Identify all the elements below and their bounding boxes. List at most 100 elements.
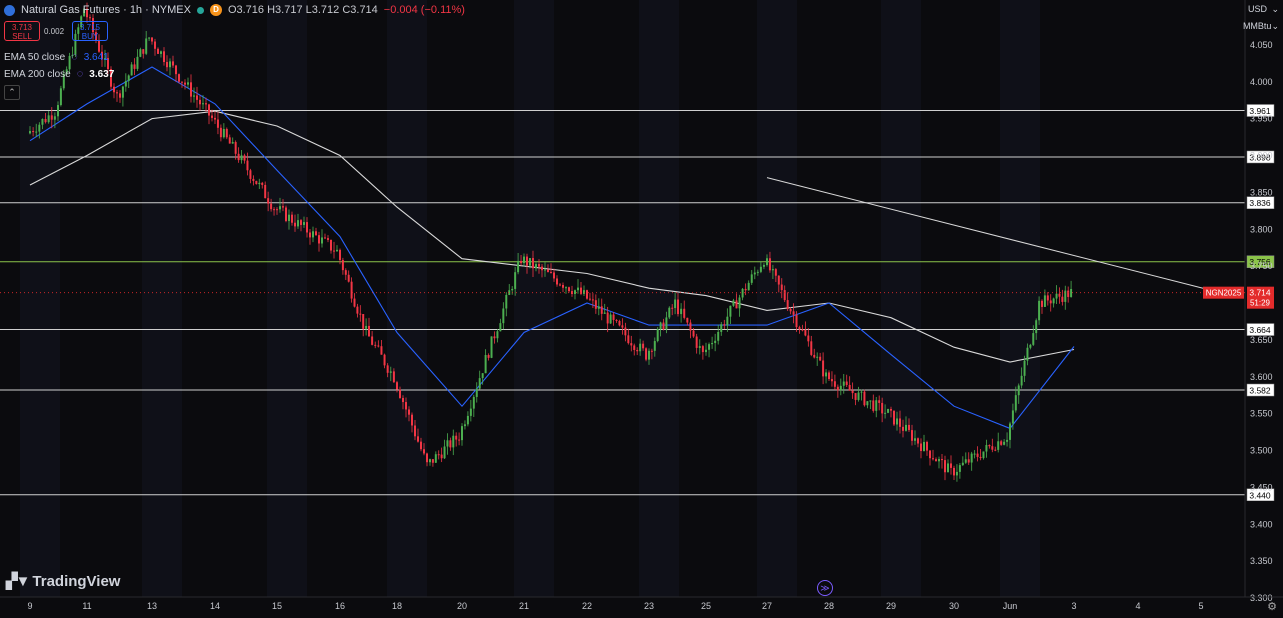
candle-body bbox=[1046, 295, 1049, 301]
candle-body bbox=[845, 381, 848, 385]
candle-body bbox=[452, 435, 455, 448]
candle-body bbox=[813, 354, 816, 358]
candle-body bbox=[568, 287, 570, 292]
candle-body bbox=[648, 350, 650, 360]
candle-body bbox=[74, 33, 77, 55]
candle-body bbox=[481, 373, 484, 379]
session-band bbox=[267, 0, 307, 597]
collapse-legend-icon[interactable]: ⌃ bbox=[4, 85, 20, 100]
candle-body bbox=[621, 325, 624, 328]
candle-body bbox=[116, 92, 118, 94]
candle-body bbox=[586, 290, 588, 299]
candle-body bbox=[344, 270, 347, 275]
level-label-box bbox=[1246, 150, 1275, 164]
candle-body bbox=[738, 297, 741, 309]
last-price-box bbox=[1247, 286, 1274, 309]
ema200-legend[interactable]: EMA 200 close ◌ 3.637 bbox=[4, 68, 114, 80]
chevron-down-icon[interactable]: ⌄ bbox=[1271, 4, 1279, 14]
time-tick-label: 5 bbox=[1198, 601, 1203, 611]
candle-body bbox=[810, 341, 813, 355]
candle-body bbox=[689, 322, 692, 331]
session-band bbox=[20, 0, 60, 597]
candle-body bbox=[420, 441, 422, 450]
sell-button[interactable]: 3.713 SELL bbox=[4, 21, 40, 41]
candle-body bbox=[899, 418, 901, 427]
candle-body bbox=[677, 299, 679, 315]
candle-body bbox=[312, 231, 314, 238]
candle-body bbox=[505, 294, 508, 309]
candle-body bbox=[559, 284, 561, 286]
trendline-path bbox=[766, 177, 1204, 289]
candle-body bbox=[958, 465, 961, 472]
candle-body bbox=[211, 115, 213, 118]
unit-selector[interactable]: MMBtu⌄ bbox=[1242, 21, 1279, 31]
candle-body bbox=[950, 463, 952, 468]
candle-body bbox=[35, 131, 38, 133]
candle-body bbox=[701, 346, 704, 353]
candle-body bbox=[633, 345, 636, 350]
time-tick-label: 16 bbox=[335, 601, 345, 611]
candle-body bbox=[255, 180, 258, 185]
trendline[interactable] bbox=[766, 177, 1204, 289]
candle-body bbox=[273, 209, 276, 211]
candle-body bbox=[508, 290, 511, 295]
candle-body bbox=[887, 408, 890, 413]
candle-body bbox=[630, 343, 633, 346]
candle-body bbox=[434, 454, 437, 463]
candle-body bbox=[139, 49, 142, 57]
candle-body bbox=[157, 48, 159, 54]
candle-body bbox=[65, 69, 68, 74]
replay-icon[interactable]: ≫ bbox=[817, 580, 833, 596]
candle-body bbox=[911, 430, 913, 441]
candle-body bbox=[77, 27, 80, 34]
candle-body bbox=[979, 456, 982, 459]
time-tick-label: 29 bbox=[886, 601, 896, 611]
candle-body bbox=[405, 402, 407, 410]
session-shading bbox=[20, 0, 1040, 597]
buy-button[interactable]: 3.715 BUY bbox=[72, 21, 108, 41]
candle-body bbox=[881, 402, 884, 414]
price-tick-label: 4.000 bbox=[1250, 77, 1273, 87]
horizontal-levels[interactable]: 3.961 3.898 3.836 3.756 3.664 3.582 3.440 bbox=[0, 104, 1275, 501]
chart-legend: Natural Gas Futures · 1h · NYMEX D O3.71… bbox=[4, 2, 465, 18]
ema50-path bbox=[29, 66, 1075, 430]
level-label: 3.961 bbox=[1249, 106, 1271, 116]
ema50-loading-icon: ◌ bbox=[71, 51, 78, 63]
price-tick-label: 3.500 bbox=[1250, 446, 1273, 456]
candle-body bbox=[214, 117, 216, 120]
candle-body bbox=[854, 393, 857, 400]
ema50-legend[interactable]: EMA 50 close ◌ 3.641 bbox=[4, 51, 109, 63]
candle-body bbox=[662, 322, 665, 330]
symbol-title[interactable]: Natural Gas Futures · 1h · NYMEX bbox=[21, 4, 191, 16]
candle-body bbox=[708, 344, 711, 350]
candle-body bbox=[148, 37, 151, 39]
candle-body bbox=[1000, 441, 1003, 445]
level-label: 3.582 bbox=[1249, 386, 1271, 396]
settings-icon[interactable]: ⚙ bbox=[1267, 601, 1277, 613]
ema200-value: 3.637 bbox=[89, 68, 115, 80]
candle-body bbox=[526, 256, 528, 266]
candle-body bbox=[836, 386, 839, 391]
candle-body bbox=[484, 354, 487, 374]
candle-body bbox=[902, 426, 904, 431]
candle-body bbox=[1003, 441, 1006, 445]
candle-body bbox=[463, 424, 466, 427]
currency-selector[interactable]: USD bbox=[1248, 4, 1267, 14]
candle-body bbox=[714, 340, 717, 344]
candle-body bbox=[884, 412, 887, 414]
candle-body bbox=[650, 350, 653, 352]
price-tick-label: 3.850 bbox=[1250, 187, 1273, 197]
tradingview-logo[interactable]: ▞▼ TradingView bbox=[6, 572, 120, 591]
time-axis[interactable]: 9 11 13 14 15 16 18 20 21 22 23 25 27 28 29 30 Jun 3 4 5 bbox=[0, 596, 1283, 611]
candle-body bbox=[163, 51, 165, 63]
candle-body bbox=[110, 69, 112, 87]
candle-body bbox=[538, 264, 540, 267]
candle-body bbox=[819, 356, 822, 361]
candle-body bbox=[639, 343, 642, 352]
session-band bbox=[387, 0, 427, 597]
candle-body bbox=[172, 61, 174, 66]
candle-body bbox=[816, 356, 819, 358]
candle-body bbox=[893, 410, 895, 425]
ema200-label: EMA 200 close bbox=[4, 68, 71, 80]
